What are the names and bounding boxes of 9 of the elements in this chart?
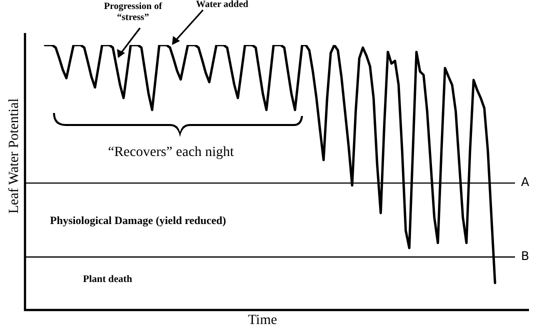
text: Progression of “stress” — [103, 2, 163, 24]
x-axis-title: Time — [248, 313, 278, 329]
text: Water added — [196, 0, 248, 10]
ref-line-label: A — [521, 175, 530, 190]
annotation: “Recovers” each night — [108, 145, 234, 161]
y-axis-title: Leaf Water Potential — [7, 97, 23, 216]
annotation: Plant death — [83, 274, 132, 285]
ref-line-label: B — [521, 249, 530, 264]
annotation: Physiological Damage (yield reduced) — [50, 215, 226, 227]
